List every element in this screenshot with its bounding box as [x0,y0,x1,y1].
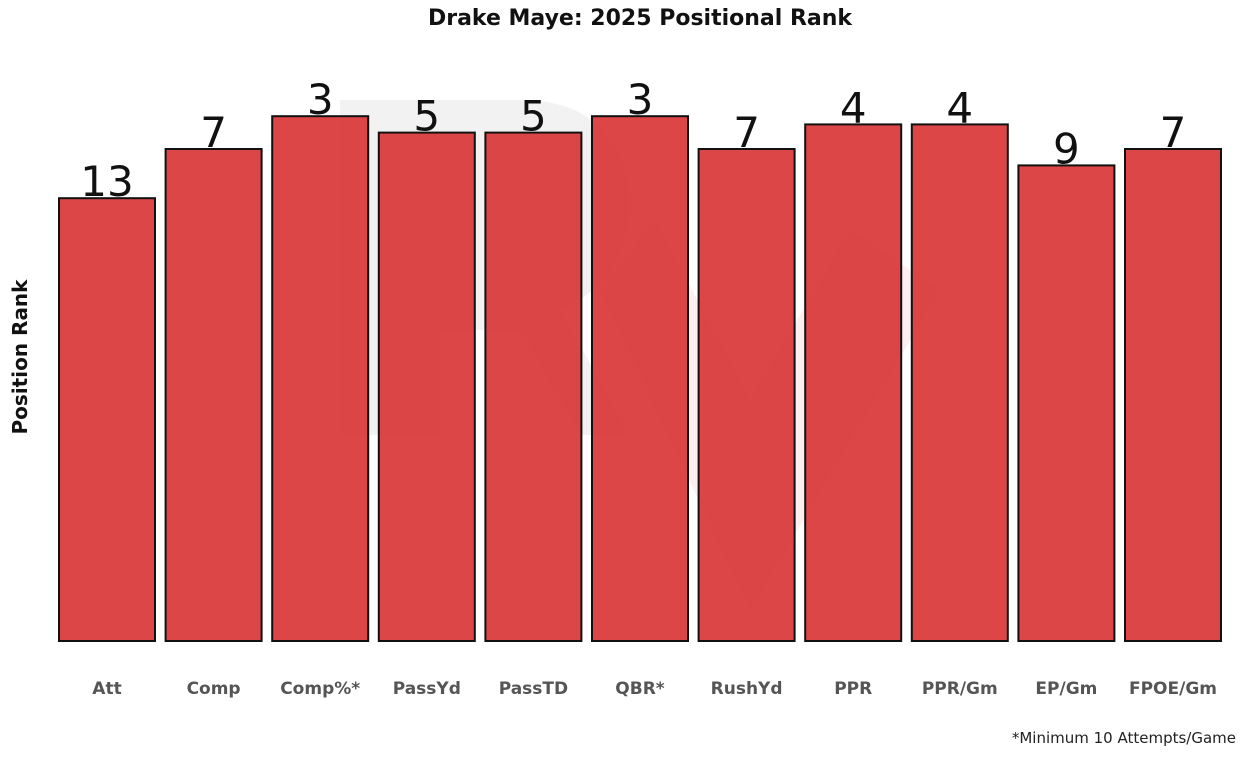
x-tick-label: Att [92,679,121,699]
bar-FPOE/Gm [1124,148,1222,642]
chart-title: Drake Maye: 2025 Positional Rank [427,6,853,31]
bar-Att [58,197,156,642]
bar-QBR* [591,115,689,642]
bar-Comp [164,148,263,642]
data-label: 7 [200,108,227,157]
x-tick-label: PassTD [499,679,568,699]
bar-PPR/Gm [910,123,1009,642]
x-tick-label: Comp%* [280,679,360,699]
bar-PassTD [484,131,583,642]
x-tick-label: Comp [187,679,241,699]
data-label: 3 [307,75,334,124]
x-tick-label: PPR/Gm [922,679,998,699]
data-label: 4 [840,83,867,132]
x-tick-label: RushYd [711,679,783,699]
x-tick-label: FPOE/Gm [1129,679,1217,699]
bar-RushYd [697,148,796,642]
x-tick-label: PPR [834,679,872,699]
bar-PPR [804,123,903,642]
bar-EP/Gm [1017,164,1116,642]
data-label: 7 [733,108,760,157]
x-tick-label: EP/Gm [1035,679,1097,699]
x-tick-label: QBR* [615,679,664,699]
x-tick-label: PassYd [393,679,461,699]
bar-PassYd [377,131,476,642]
data-label: 13 [80,157,133,206]
data-label: 5 [520,92,547,141]
footnote: *Minimum 10 Attempts/Game [1011,729,1236,747]
data-label: 7 [1160,108,1187,157]
data-label: 3 [627,75,654,124]
data-label: 4 [946,83,973,132]
bar-Comp%* [271,115,370,642]
data-label: 9 [1053,124,1080,173]
data-label: 5 [413,92,440,141]
